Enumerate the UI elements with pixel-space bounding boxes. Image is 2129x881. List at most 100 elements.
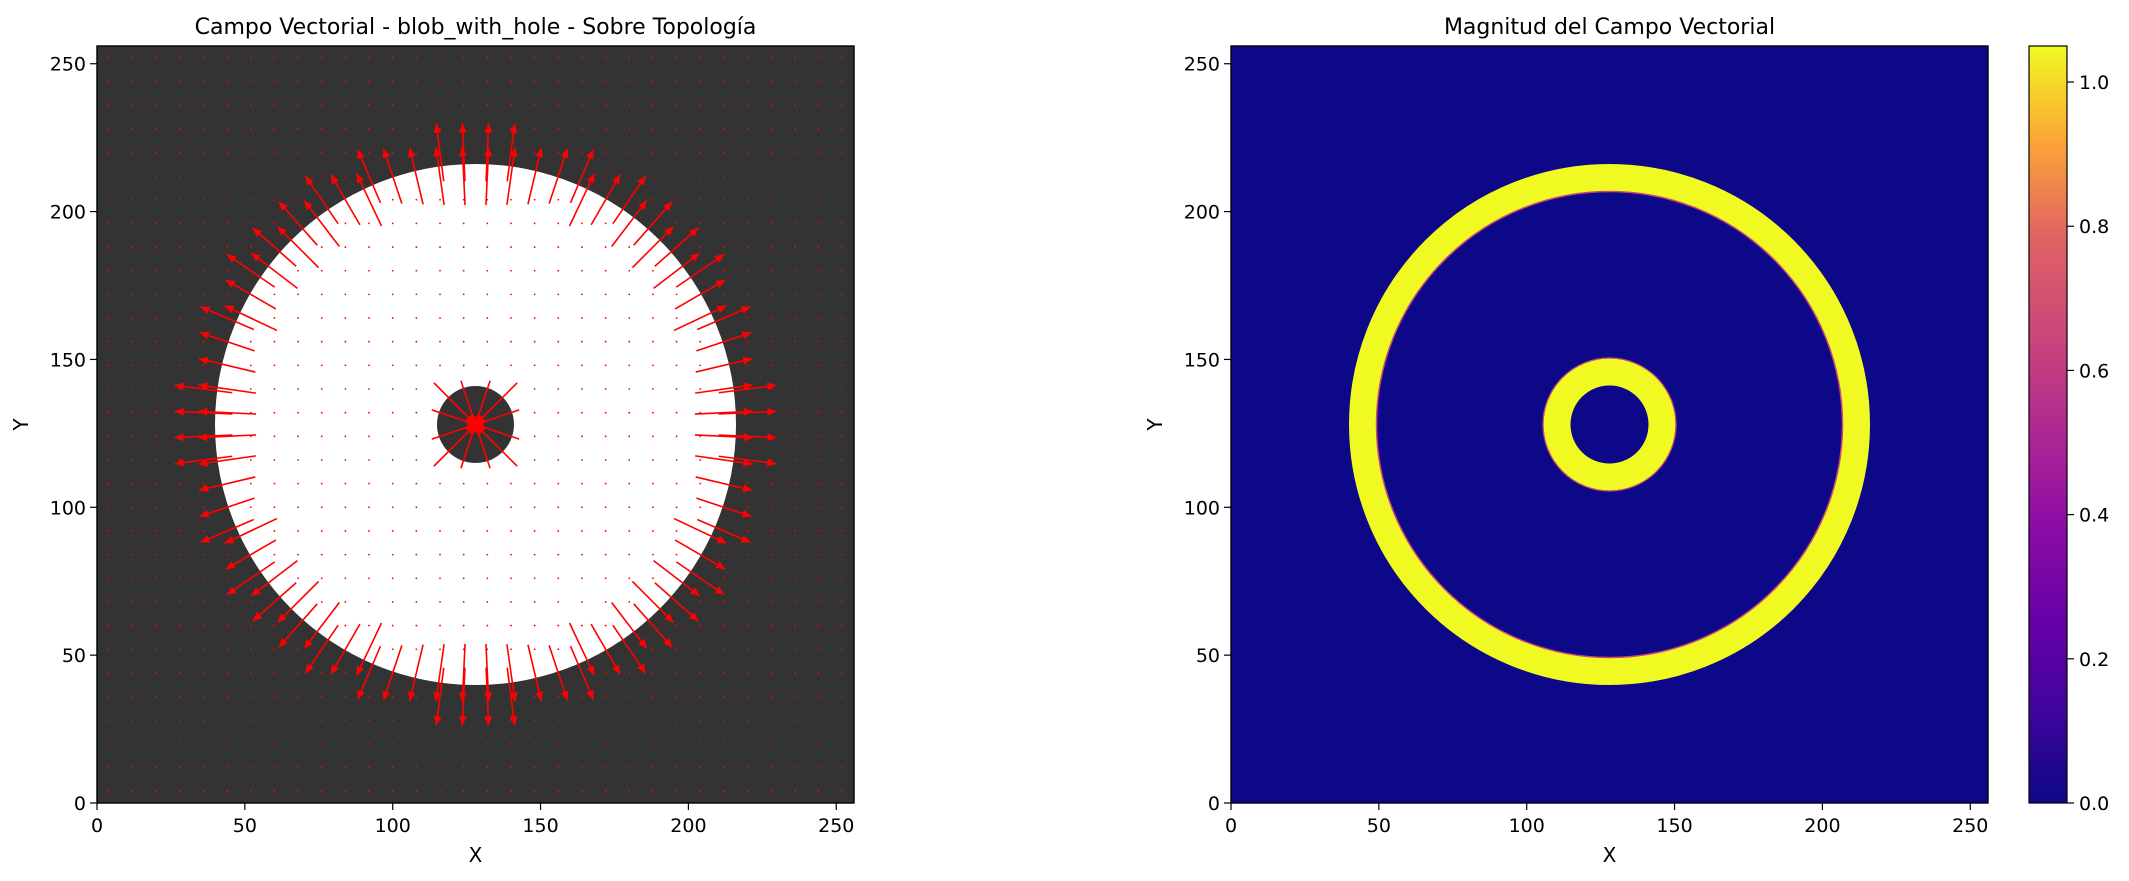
mag-ytick-label: 150 [1184, 349, 1220, 371]
vector-dot [841, 388, 844, 390]
vector-dot [699, 151, 702, 154]
vector-dot [675, 340, 678, 343]
vector-dot [155, 530, 158, 532]
vector-dot [628, 601, 631, 603]
vector-dot [462, 104, 465, 107]
vector-dot [557, 269, 560, 272]
vector-dot [226, 198, 229, 201]
vector-dot [249, 80, 252, 83]
vector-dot [604, 695, 607, 698]
vector-dot [273, 222, 276, 225]
vector-dot [604, 222, 607, 225]
vector-dot [817, 151, 820, 154]
vector-dot [510, 104, 512, 107]
vector-dot [604, 671, 607, 674]
vector-dot [533, 127, 536, 130]
vector-dot [344, 364, 347, 367]
vector-dot [817, 388, 820, 390]
vector-dot [746, 246, 749, 248]
vector-dot [155, 459, 158, 461]
vector-dot [817, 671, 820, 674]
vector-arrow [590, 623, 621, 675]
vector-dot [155, 127, 158, 130]
vector-dot [391, 269, 394, 272]
vector-dot [107, 766, 110, 769]
vector-dot [439, 790, 441, 793]
vector-dot [462, 56, 465, 59]
vector-dot [155, 388, 158, 390]
vf-ytick-label: 150 [50, 349, 86, 371]
vector-dot [652, 790, 654, 793]
vector-arrow [654, 582, 699, 622]
vector-dot [675, 104, 678, 107]
vector-dot [510, 317, 512, 319]
vector-dot [155, 222, 158, 225]
vector-dot [510, 648, 512, 651]
vector-dot [581, 695, 583, 698]
vector-dot [722, 601, 725, 603]
vector-dot [699, 742, 702, 745]
vector-dot [557, 127, 560, 130]
vector-dot [155, 435, 158, 438]
vector-arrow [252, 582, 297, 622]
vector-dot [557, 719, 560, 722]
vector-dot [557, 624, 560, 627]
vector-dot [462, 293, 465, 296]
vector-arrow [433, 123, 445, 182]
vector-dot [793, 388, 796, 390]
vector-dot [226, 269, 229, 272]
vector-dot [249, 56, 252, 59]
vector-dot [249, 127, 252, 130]
vector-dot [746, 553, 749, 556]
vector-dot [722, 553, 725, 556]
vector-dot [297, 459, 299, 461]
vf-ytick-label: 0 [74, 793, 86, 815]
vector-dot [368, 553, 370, 556]
vector-dot [699, 198, 702, 201]
vector-dot [652, 695, 654, 698]
vector-dot [533, 766, 536, 769]
vector-dot [249, 246, 252, 248]
vector-dot [439, 624, 441, 627]
vf-ytick-label: 250 [50, 54, 86, 76]
vector-dot [652, 127, 654, 130]
vector-dot [368, 317, 370, 319]
vector-arrow [330, 623, 361, 675]
vector-arrow [611, 199, 648, 247]
vector-dot [793, 80, 796, 83]
vector-dot [391, 388, 394, 390]
vector-arrow [250, 252, 298, 289]
vector-dot [817, 317, 820, 319]
vector-dot [533, 246, 536, 248]
vector-dot [249, 482, 252, 485]
vector-dot [131, 459, 134, 461]
vector-dot [533, 719, 536, 722]
vector-arrow [199, 497, 255, 518]
vector-dot [699, 459, 702, 461]
vf-xtick-label: 50 [233, 815, 257, 837]
vector-dot [273, 293, 276, 296]
vector-dot [793, 601, 796, 603]
vector-dot [793, 530, 796, 532]
vector-arrow [355, 173, 383, 227]
vector-dot [273, 766, 276, 769]
vector-dot [817, 577, 820, 580]
vector-arrow [226, 253, 276, 288]
vector-dot [368, 435, 370, 438]
vector-arrow [382, 148, 403, 204]
vector-dot [746, 624, 749, 627]
vector-dot [510, 222, 512, 225]
vector-dot [628, 530, 631, 532]
vector-dot [415, 624, 418, 627]
vector-dot [770, 435, 773, 438]
vector-dot [628, 317, 631, 319]
vector-dot [628, 506, 631, 509]
vector-arrow [330, 174, 361, 226]
vector-dot [770, 388, 773, 390]
vector-dot [155, 175, 158, 178]
vector-dot [344, 671, 347, 674]
vector-dot [699, 506, 702, 509]
vector-dot [581, 719, 583, 722]
vector-dot [131, 175, 134, 178]
vector-arrow [198, 433, 257, 442]
